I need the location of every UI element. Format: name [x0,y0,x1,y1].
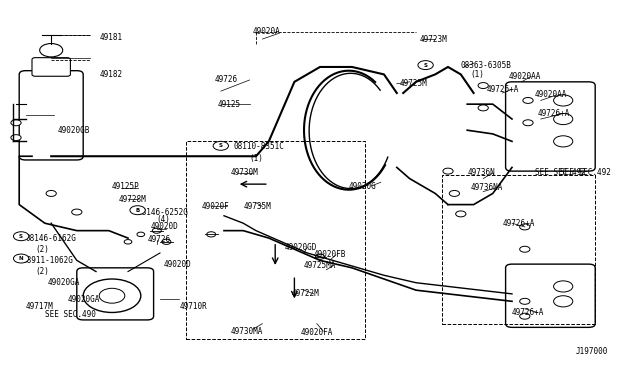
Circle shape [99,288,125,303]
Text: 49020AA: 49020AA [509,72,541,81]
Text: (2): (2) [35,267,49,276]
Circle shape [418,61,433,70]
Text: 49020D: 49020D [150,222,178,231]
FancyBboxPatch shape [77,268,154,320]
Circle shape [46,190,56,196]
Text: N: N [19,256,24,261]
Text: 49020A: 49020A [253,27,280,36]
Circle shape [40,44,63,57]
Text: 49020AA: 49020AA [534,90,567,99]
Circle shape [520,298,530,304]
Text: 49726+A: 49726+A [512,308,545,317]
Circle shape [523,120,533,126]
Text: (1): (1) [470,70,484,79]
Text: 49020FA: 49020FA [301,328,333,337]
Circle shape [456,211,466,217]
Text: S: S [424,62,428,68]
Text: 49735M: 49735M [243,202,271,211]
Text: (1): (1) [250,154,264,163]
Text: 49020G: 49020G [349,182,376,190]
Text: 49725M: 49725M [400,79,428,88]
Text: 08363-6305B: 08363-6305B [461,61,511,70]
Text: 49020GA: 49020GA [48,278,81,287]
Circle shape [520,313,530,319]
Circle shape [554,136,573,147]
Text: 49125: 49125 [218,100,241,109]
Text: 49726+A: 49726+A [502,219,535,228]
Text: 49125P: 49125P [112,182,140,190]
Text: 49182: 49182 [99,70,122,79]
Circle shape [478,83,488,89]
Text: 49736NA: 49736NA [470,183,503,192]
Text: 08146-6252G: 08146-6252G [138,208,188,217]
Text: 49020F: 49020F [202,202,229,211]
Circle shape [83,279,141,312]
Text: SEE SEC.490: SEE SEC.490 [45,310,95,319]
Text: 08911-1062G: 08911-1062G [22,256,73,265]
Text: S: S [219,143,223,148]
FancyBboxPatch shape [32,58,70,76]
Text: 49726+A: 49726+A [486,85,519,94]
Text: B: B [136,208,140,213]
Text: SEE SEC.492: SEE SEC.492 [560,169,611,177]
Text: 49020GA: 49020GA [67,295,100,304]
Text: 49730MA: 49730MA [230,327,263,336]
Circle shape [478,105,488,111]
Text: 49725MA: 49725MA [304,262,337,270]
Text: 49730M: 49730M [230,169,258,177]
Text: J197000: J197000 [576,347,609,356]
Text: 49020D: 49020D [163,260,191,269]
Circle shape [137,232,145,237]
Text: 08110-8351C: 08110-8351C [234,142,284,151]
Text: 49722M: 49722M [291,289,319,298]
Circle shape [213,141,228,150]
Circle shape [554,113,573,125]
Text: 49726+A: 49726+A [538,109,570,118]
Text: 49020FB: 49020FB [314,250,346,259]
Circle shape [207,232,216,237]
Circle shape [443,168,453,174]
Circle shape [11,135,21,141]
Text: 08146-6162G: 08146-6162G [26,234,76,243]
Circle shape [13,254,29,263]
Text: 49717M: 49717M [26,302,53,311]
Circle shape [130,206,145,215]
Text: SEE SEC.492: SEE SEC.492 [534,169,586,177]
FancyBboxPatch shape [506,82,595,171]
Text: 49710R: 49710R [179,302,207,311]
Circle shape [520,246,530,252]
Circle shape [13,232,29,241]
Circle shape [316,254,324,259]
Text: 49181: 49181 [99,33,122,42]
Circle shape [554,281,573,292]
Circle shape [162,239,171,244]
Circle shape [124,240,132,244]
Text: 49726: 49726 [214,76,237,84]
Text: 49723M: 49723M [419,35,447,44]
Text: 49020GD: 49020GD [285,243,317,252]
Circle shape [523,97,533,103]
Circle shape [11,120,21,126]
Circle shape [554,95,573,106]
Circle shape [520,224,530,230]
Circle shape [554,296,573,307]
FancyBboxPatch shape [19,71,83,160]
Text: (2): (2) [35,245,49,254]
Text: 49736N: 49736N [467,169,495,177]
FancyBboxPatch shape [506,264,595,327]
Circle shape [72,209,82,215]
Text: 49020GB: 49020GB [58,126,90,135]
Text: S: S [19,234,23,239]
Text: 49726: 49726 [147,235,170,244]
Text: (4): (4) [157,215,171,224]
Circle shape [449,190,460,196]
Circle shape [152,228,161,233]
Text: 49728M: 49728M [118,195,146,203]
